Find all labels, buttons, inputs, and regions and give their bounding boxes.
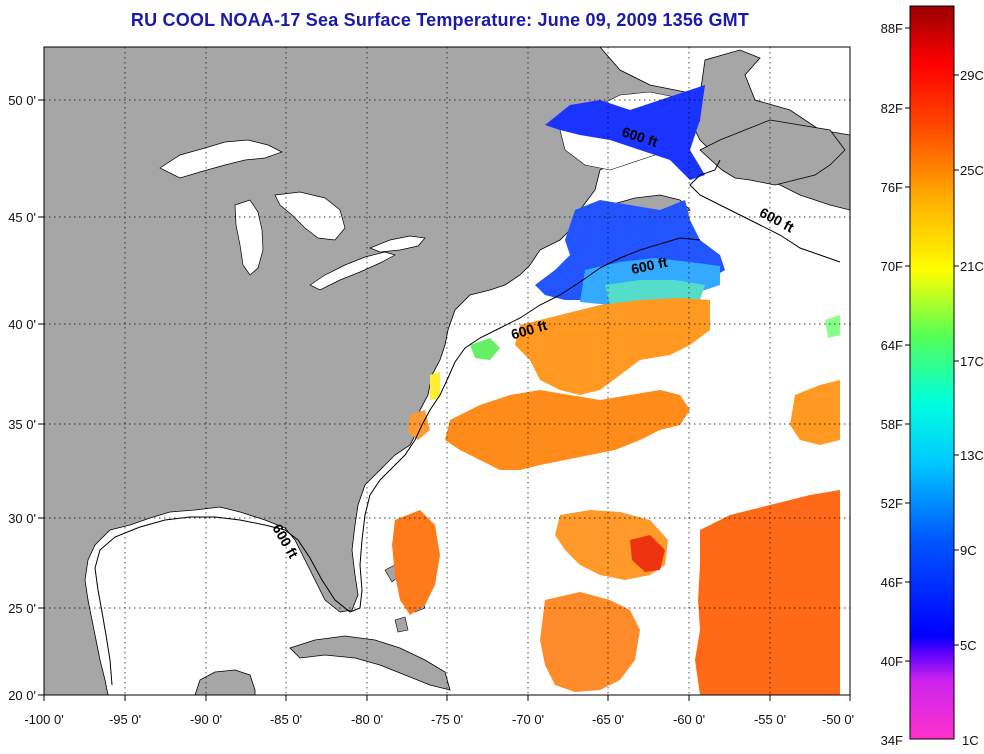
colorbar-f-label: 46F (881, 575, 903, 590)
sst-cold-patches (430, 85, 840, 400)
lat-label: 40 0' (8, 317, 36, 332)
lon-label: -85 0' (270, 712, 302, 727)
colorbar-f-label: 82F (881, 101, 903, 116)
colorbar-c-label: 29C (960, 68, 984, 83)
colorbar-f-label: 34F (881, 733, 903, 748)
isobath-600ft (94, 159, 841, 686)
lon-label: -65 0' (592, 712, 624, 727)
colorbar-f-label: 88F (881, 21, 903, 36)
lake-ontario (369, 235, 426, 253)
colorbar-f-label: 40F (881, 654, 903, 669)
colorbar-f-label: 52F (881, 496, 903, 511)
colorbar-f-label: 64F (881, 338, 903, 353)
axis-ticks (38, 99, 851, 701)
graticule (44, 47, 850, 695)
colorbar-c-label: 17C (960, 354, 984, 369)
lat-label: 45 0' (8, 210, 36, 225)
colorbar-f-label: 70F (881, 259, 903, 274)
lat-label: 20 0' (8, 688, 36, 703)
colorbar-gradient (909, 5, 955, 740)
lon-label: -90 0' (190, 712, 222, 727)
lake-michigan (234, 199, 264, 276)
lon-label: -70 0' (512, 712, 544, 727)
longitude-labels: -100 0' -95 0' -90 0' -85 0' -80 0' -75 … (24, 712, 854, 727)
map-title: RU COOL NOAA-17 Sea Surface Temperature:… (130, 10, 750, 30)
yucatan-land (194, 669, 256, 695)
colorbar-c-label: 1C (962, 733, 979, 748)
lon-label: -50 0' (822, 712, 854, 727)
colorbar-c-label: 25C (960, 163, 984, 178)
colorbar-c-label: 9C (960, 543, 977, 558)
lon-label: -55 0' (754, 712, 786, 727)
cuba-land (289, 635, 451, 691)
lon-label: -60 0' (673, 712, 705, 727)
lake-huron (274, 191, 346, 241)
colorbar-c-label: 13C (960, 448, 984, 463)
colorbar-f-label: 76F (881, 180, 903, 195)
lat-label: 50 0' (8, 93, 36, 108)
lake-erie (309, 251, 396, 291)
colorbar: 88F 82F 76F 70F 64F 58F 52F 46F 40F 34F … (881, 5, 984, 748)
lon-label: -80 0' (351, 712, 383, 727)
lon-label: -95 0' (109, 712, 141, 727)
lon-label: -100 0' (24, 712, 63, 727)
lat-label: 25 0' (8, 601, 36, 616)
newfoundland-land (699, 119, 846, 186)
colorbar-c-label: 21C (960, 259, 984, 274)
colorbar-f-label: 58F (881, 417, 903, 432)
colorbar-c-label: 5C (960, 638, 977, 653)
latitude-labels: 50 0' 45 0' 40 0' 35 0' 30 0' 25 0' 20 0… (8, 93, 36, 703)
map-panel (44, 47, 850, 695)
lat-label: 30 0' (8, 511, 36, 526)
lat-label: 35 0' (8, 417, 36, 432)
isobath-label-gulf-of-maine: 600 ft (630, 254, 669, 277)
sst-warm-patches (392, 298, 840, 695)
lon-label: -75 0' (431, 712, 463, 727)
lake-superior (159, 139, 283, 179)
